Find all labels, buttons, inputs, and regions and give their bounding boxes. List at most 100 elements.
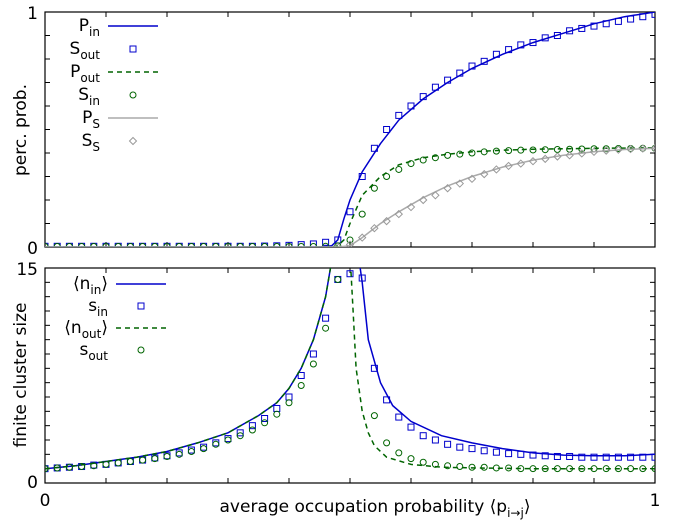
series-s-in-point [358, 274, 366, 282]
series-s-out-point [261, 419, 269, 427]
series-s-s-point [333, 242, 343, 247]
series-s-in-point [541, 146, 549, 154]
series-s-s-point [577, 149, 587, 158]
series-s-out-point [78, 463, 86, 471]
series-s-out-point [492, 464, 500, 472]
series-s-out-point [297, 382, 305, 390]
legend-label-base: P [70, 62, 80, 82]
series-s-in-point [492, 448, 500, 456]
series-s-s-point [553, 152, 562, 161]
series-n-out-line [45, 268, 655, 470]
series-n-in-line [45, 268, 655, 470]
legend-label-sub: out [80, 71, 100, 85]
series-s-in-point [529, 146, 537, 154]
series-s-in-point [248, 422, 256, 430]
series-s-in-point [639, 453, 647, 461]
series-s-out-point [45, 465, 49, 473]
series-s-out-point [529, 465, 537, 473]
series-s-in-point [444, 440, 452, 448]
legend-label-base: s [88, 296, 97, 316]
series-s-s-point [357, 233, 367, 242]
series-s-in-point [627, 453, 635, 461]
series-s-out-point [480, 463, 488, 471]
series-s-in-point [468, 149, 476, 157]
legend-label-base: S [82, 131, 93, 151]
series-s-s-point [345, 240, 355, 247]
series-s-out-point [224, 436, 232, 444]
series-s-out-point [627, 465, 635, 473]
legend-label-base: P [82, 108, 92, 128]
legend-label: Pout [70, 62, 100, 85]
series-s-out-point [419, 93, 427, 101]
series-s-s-point [370, 223, 379, 233]
series-s-out-point [614, 465, 622, 473]
legend-label: PS [82, 108, 100, 131]
series-s-s-point [504, 161, 513, 171]
bottom-y-tick-1: 15 [16, 260, 38, 280]
series-s-s-point [382, 216, 391, 226]
x-axis-label-after: ⟩ [524, 497, 531, 517]
legend-label-after: ⟩ [101, 274, 108, 294]
series-s-out-point [407, 102, 415, 110]
series-s-s-point [467, 174, 477, 184]
series-s-s-point [626, 144, 635, 154]
series-s-out-point [431, 83, 439, 91]
x-axis-label: average occupation probability ⟨pi→j⟩ [220, 497, 531, 520]
series-s-out-point [529, 39, 537, 47]
series-s-in-point [236, 429, 244, 437]
series-s-in-point [492, 147, 500, 155]
series-s-out-point [590, 22, 598, 30]
legend-swatch [129, 45, 137, 53]
series-s-out-point [151, 455, 159, 463]
series-s-s-point [589, 147, 599, 157]
legend-label-sub: in [97, 305, 108, 319]
legend-label: Sout [70, 39, 101, 62]
series-s-out-point [566, 27, 574, 35]
series-s-in-point [419, 156, 427, 164]
legend-label: sout [79, 340, 108, 363]
legend-label-sub: in [90, 283, 101, 297]
top-y-tick-0: 0 [27, 239, 38, 259]
legend-swatch [137, 302, 145, 310]
series-s-in-point [456, 443, 464, 451]
legend-swatch [137, 346, 145, 354]
bottom-panel: 0 15 0 1 finite cluster size average occ… [11, 260, 660, 520]
series-s-s-point [492, 165, 501, 174]
series-s-in-point [346, 270, 354, 278]
top-y-axis-label: perc. prob. [11, 84, 31, 176]
series-s-out-point [90, 462, 98, 470]
legend-label: ⟨nin⟩ [73, 274, 108, 297]
series-s-out-point [334, 275, 342, 283]
series-s-in-point [517, 450, 525, 458]
series-s-out-point [346, 208, 354, 216]
series-s-in-point [529, 451, 537, 459]
x-axis-label-base: average occupation probability ⟨p [220, 497, 508, 517]
series-s-in-point [444, 151, 452, 159]
series-s-s-point [455, 179, 465, 188]
series-s-out-point [53, 464, 61, 472]
legend-swatch [129, 91, 137, 99]
legend-label: ⟨nout⟩ [64, 318, 108, 341]
series-s-out-point [651, 465, 655, 473]
series-s-in-point [358, 210, 366, 218]
series-s-in-point [383, 173, 391, 180]
top-axis-ticks [44, 11, 656, 248]
series-s-out-point [419, 458, 427, 466]
series-s-out-point [505, 464, 513, 472]
series-s-out-point [139, 456, 147, 464]
series-s-in-point [651, 453, 655, 461]
series-s-out-point [468, 62, 476, 70]
series-s-in-point [395, 413, 403, 421]
legend-label-base: S [78, 85, 89, 105]
series-s-in-point [407, 423, 415, 431]
series-s-out-point [309, 360, 317, 368]
series-s-in-point [273, 404, 281, 412]
series-s-out-point [566, 465, 574, 473]
series-s-out-point [370, 144, 378, 152]
series-s-in-point [566, 452, 574, 460]
series-s-s-point [394, 209, 404, 219]
series-s-out-point [541, 465, 549, 473]
bottom-y-axis-label: finite cluster size [11, 303, 31, 448]
